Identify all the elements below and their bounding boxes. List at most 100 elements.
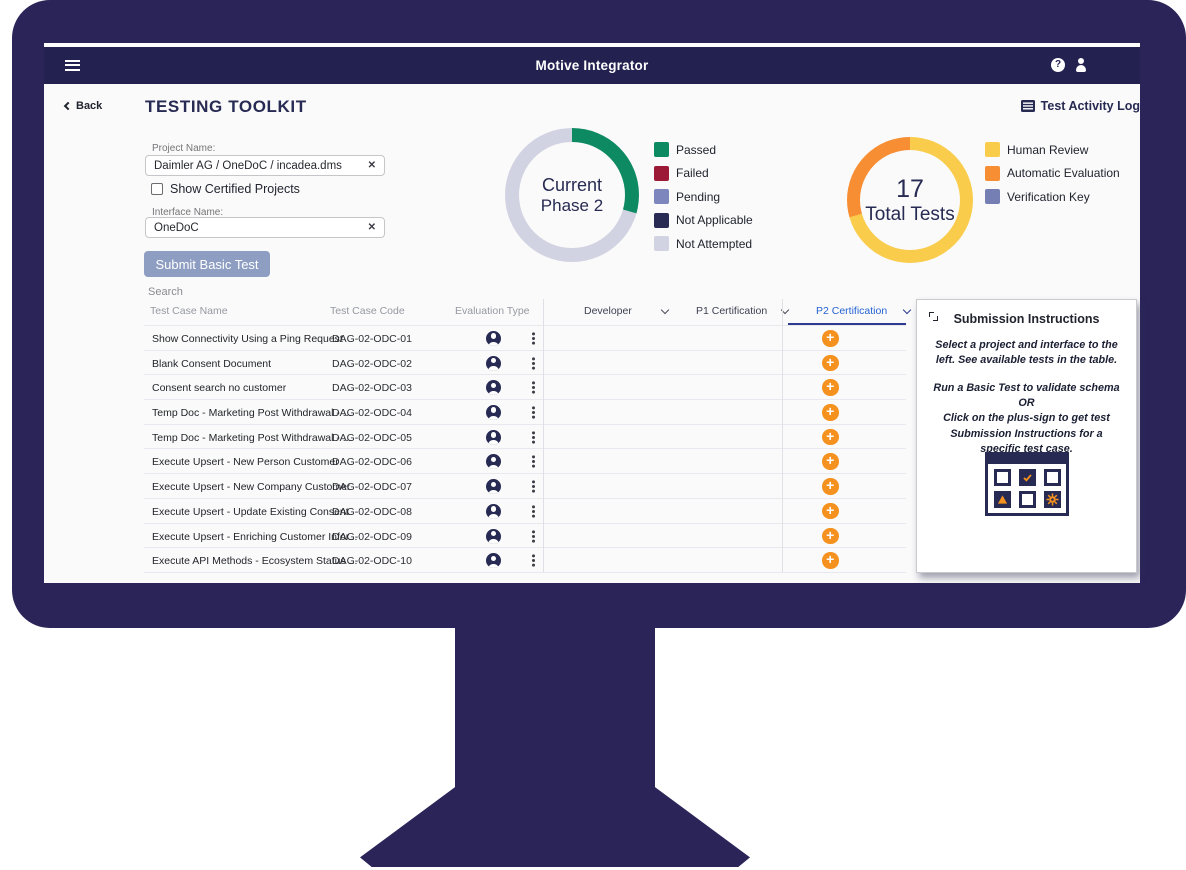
show-certified-label: Show Certified Projects: [170, 182, 300, 196]
test-case-code: DAG-02-ODC-06: [332, 456, 412, 469]
add-submission-button[interactable]: [822, 552, 839, 569]
clear-project-icon[interactable]: [368, 161, 376, 171]
kebab-menu-icon[interactable]: [532, 509, 535, 513]
kebab-menu-icon[interactable]: [532, 435, 535, 439]
legend-swatch: [985, 142, 1000, 157]
user-profile-icon[interactable]: [1074, 58, 1088, 72]
test-case-name: Show Connectivity Using a Ping Request: [152, 333, 343, 345]
legend-label: Automatic Evaluation: [1007, 166, 1120, 180]
person-evaluation-icon: [486, 454, 501, 470]
kebab-menu-icon[interactable]: [532, 386, 535, 390]
screen: Motive Integrator Back TESTING TOOLKIT T…: [44, 43, 1140, 583]
test-case-code: DAG-02-ODC-05: [332, 431, 412, 444]
test-case-code: DAG-02-ODC-08: [332, 505, 412, 518]
kebab-menu-icon[interactable]: [532, 411, 535, 415]
add-submission-button[interactable]: [822, 453, 839, 470]
table-row: Execute Upsert - Update Existing Consent…: [144, 499, 906, 524]
legend-item: Automatic Evaluation: [985, 165, 1120, 181]
add-submission-button[interactable]: [822, 404, 839, 421]
person-evaluation-icon: [486, 355, 501, 371]
person-evaluation-icon: [486, 429, 501, 445]
add-submission-button[interactable]: [822, 354, 839, 372]
submission-instructions-panel: Submission Instructions Select a project…: [916, 299, 1137, 573]
gear-icon: [1043, 491, 1061, 508]
chevron-left-icon: [63, 101, 73, 111]
active-column-underline: [788, 323, 906, 325]
instruction-paragraph: Click on the plus-sign to get test Submi…: [943, 412, 1110, 455]
warning-triangle-icon: [993, 491, 1011, 508]
table-body: Show Connectivity Using a Ping Request D…: [144, 325, 906, 573]
test-case-code: DAG-02-ODC-10: [332, 555, 412, 568]
phase-donut-line1: Current: [541, 174, 603, 195]
person-evaluation-icon: [486, 405, 501, 421]
submit-basic-test-button[interactable]: Submit Basic Test: [144, 251, 270, 277]
col-header-p2-certification-dropdown[interactable]: P2 Certification: [816, 305, 912, 317]
project-name-value: Daimler AG / OneDoC / incadea.dms: [154, 159, 342, 172]
table-row: Blank Consent Document DAG-02-ODC-02: [144, 351, 906, 376]
legend-swatch: [654, 189, 669, 204]
add-submission-button[interactable]: [822, 502, 839, 520]
interface-name-value: OneDoC: [154, 221, 199, 234]
test-case-table: Test Case Name Test Case Code Evaluation…: [144, 299, 912, 573]
expand-icon[interactable]: [929, 312, 938, 321]
panel-instructions: Select a project and interface to the le…: [917, 334, 1136, 457]
col-header-evaluation-type: Evaluation Type: [455, 305, 530, 317]
table-row: Show Connectivity Using a Ping Request D…: [144, 326, 906, 351]
instruction-paragraph: Run a Basic Test to validate schema: [933, 382, 1120, 395]
legend-swatch: [654, 212, 669, 228]
legend-label: Human Review: [1007, 142, 1089, 157]
add-submission-button[interactable]: [822, 527, 839, 544]
instruction-paragraph: OR: [1018, 397, 1035, 410]
add-submission-button[interactable]: [822, 379, 839, 396]
legend-item: Pending: [654, 189, 753, 204]
help-icon[interactable]: [1051, 58, 1065, 72]
menu-icon[interactable]: [65, 60, 80, 71]
person-evaluation-icon: [486, 553, 501, 569]
legend-swatch: [654, 142, 669, 157]
person-evaluation-icon: [486, 479, 501, 495]
test-case-code: DAG-02-ODC-07: [332, 481, 412, 494]
project-name-input[interactable]: Daimler AG / OneDoC / incadea.dms: [145, 155, 385, 176]
col-header-test-case-code: Test Case Code: [330, 305, 405, 317]
test-activity-log-link[interactable]: Test Activity Log: [1020, 99, 1140, 113]
back-label: Back: [76, 100, 103, 112]
col-header-developer-dropdown[interactable]: Developer: [584, 305, 670, 317]
table-row: Execute Upsert - New Person Customer DAG…: [144, 449, 906, 475]
instruction-paragraph: Select a project and interface to the le…: [935, 339, 1118, 367]
kebab-menu-icon[interactable]: [532, 337, 535, 340]
legend-label: Passed: [676, 142, 717, 157]
legend-item: Not Applicable: [654, 212, 753, 228]
interface-name-input[interactable]: OneDoC: [145, 217, 385, 238]
add-submission-button[interactable]: [822, 330, 839, 347]
table-row: Consent search no customer DAG-02-ODC-03: [144, 375, 906, 401]
clear-interface-icon[interactable]: [368, 223, 376, 233]
legend-label: Not Attempted: [676, 236, 753, 251]
kebab-menu-icon[interactable]: [532, 460, 535, 464]
table-header-row: Test Case Name Test Case Code Evaluation…: [144, 299, 912, 325]
illustration-body: [988, 464, 1066, 513]
check-icon: [1018, 469, 1036, 486]
legend-label: Failed: [676, 166, 709, 180]
person-evaluation-icon: [486, 528, 501, 544]
test-case-name: Execute Upsert - New Company Customer: [152, 481, 351, 494]
kebab-menu-icon[interactable]: [532, 559, 535, 563]
kebab-menu-icon[interactable]: [532, 534, 535, 538]
test-case-code: DAG-02-ODC-04: [332, 407, 412, 420]
legend-item: Passed: [654, 142, 753, 157]
column-divider: [543, 299, 544, 572]
col-header-p1-certification-dropdown[interactable]: P1 Certification: [696, 305, 790, 317]
show-certified-checkbox[interactable]: [151, 183, 163, 195]
back-button[interactable]: Back: [63, 100, 103, 112]
person-evaluation-icon: [486, 503, 501, 519]
phase-donut-chart: Current Phase 2: [505, 128, 639, 262]
add-submission-button[interactable]: [822, 428, 839, 446]
test-grid-illustration: [985, 452, 1069, 516]
legend-swatch: [654, 165, 669, 181]
kebab-menu-icon[interactable]: [532, 485, 535, 489]
phase-legend: Passed Failed Pending Not Applicable Not Att…: [654, 142, 753, 260]
add-submission-button[interactable]: [822, 478, 839, 495]
table-row: Execute Upsert - New Company Customer DA…: [144, 474, 906, 499]
test-case-name: Execute Upsert - Update Existing Consent: [152, 505, 349, 518]
monitor-stand-base: [360, 787, 750, 867]
kebab-menu-icon[interactable]: [532, 361, 535, 365]
